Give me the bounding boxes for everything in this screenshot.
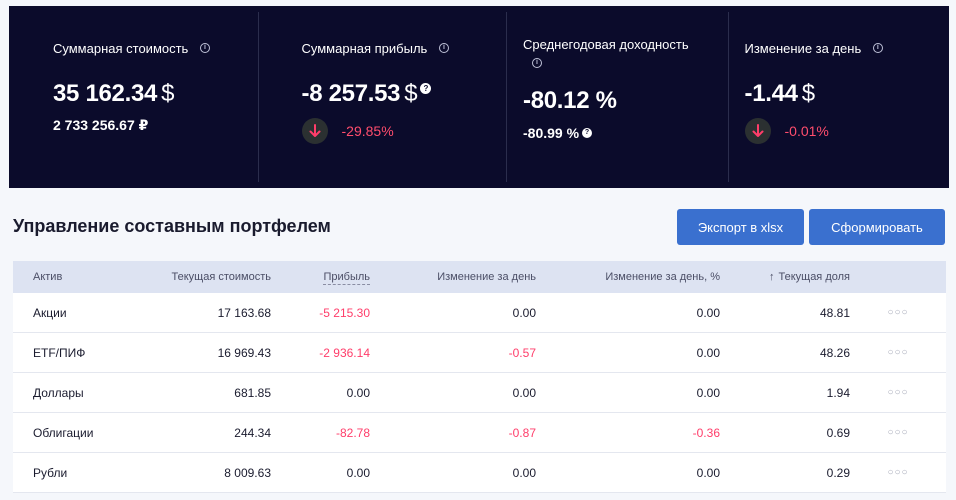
cell-value: 244.34	[234, 425, 271, 440]
cell-asset: Акции	[33, 305, 67, 320]
more-icon[interactable]: ○○○	[887, 467, 909, 478]
cell-day-change-pct: 0.00	[696, 305, 720, 320]
annual-yield-value: -80.12 %	[523, 87, 617, 114]
card-title-wrap: Изменение за день i	[745, 40, 950, 58]
header-share[interactable]: ↑ Текущая доля	[720, 271, 850, 283]
day-change-pct: -0.01%	[784, 123, 829, 139]
header-asset[interactable]: Актив	[33, 271, 63, 283]
cell-profit: 0.00	[346, 465, 370, 480]
cell-value: 16 969.43	[217, 345, 271, 360]
sort-up-icon: ↑	[768, 271, 775, 283]
day-change-amount: -1.44	[744, 80, 799, 107]
cell-day-change-pct: 0.00	[696, 385, 720, 400]
header-value[interactable]: Текущая стоимость	[171, 271, 271, 283]
card-total-profit: Суммарная прибыль i -8 257.53 $? -29.85%	[257, 6, 507, 188]
cell-value: 17 163.68	[217, 305, 271, 320]
header-profit-label: Прибыль	[323, 271, 370, 285]
cell-value: 681.85	[234, 385, 271, 400]
cell-profit: -5 215.30	[319, 305, 370, 320]
header-day-change-pct[interactable]: Изменение за день, %	[605, 271, 720, 283]
table-row[interactable]: Доллары 681.85 0.00 0.00 0.00 1.94 ○○○	[13, 373, 946, 413]
table-row[interactable]: Облигации 244.34 -82.78 -0.87 -0.36 0.69…	[13, 413, 946, 453]
total-profit-change-row: -29.85%	[301, 118, 507, 144]
info-icon[interactable]: i	[199, 43, 210, 53]
card-total-value: Суммарная стоимость i 35 162.34 $ 2 733 2…	[9, 6, 258, 188]
cell-asset: Облигации	[33, 425, 94, 440]
total-profit-title: Суммарная прибыль	[301, 41, 428, 56]
cell-day-change-pct: 0.00	[696, 465, 720, 480]
day-change-amount-wrap: -1.44 $	[745, 80, 950, 108]
cell-day-change: -0.87	[508, 425, 536, 440]
total-profit-change: -29.85%	[341, 123, 394, 139]
info-icon[interactable]: i	[438, 43, 449, 53]
cell-day-change: 0.00	[512, 385, 536, 400]
table-header: Актив Текущая стоимость Прибыль Изменени…	[13, 261, 946, 293]
cell-asset: Рубли	[33, 465, 68, 480]
section-title: Управление составным портфелем	[13, 216, 331, 236]
total-value-amount: 35 162.34	[53, 80, 158, 107]
portfolio-table: Актив Текущая стоимость Прибыль Изменени…	[13, 261, 946, 493]
cell-day-change: 0.00	[512, 305, 536, 320]
cell-value: 8 009.63	[224, 465, 271, 480]
cell-day-change: 0.00	[512, 465, 536, 480]
cell-asset: Доллары	[33, 385, 84, 400]
total-value-currency: $	[161, 80, 175, 107]
arrow-down-icon	[301, 118, 328, 144]
annual-yield-sub-wrap: -80.99 %?	[523, 125, 728, 141]
build-button[interactable]: Сформировать	[809, 209, 945, 245]
cell-asset: ETF/ПИФ	[33, 345, 86, 360]
annual-yield-info-wrap: i	[523, 55, 728, 73]
more-icon[interactable]: ○○○	[887, 307, 909, 318]
day-change-currency: $	[801, 80, 815, 107]
cell-profit: 0.00	[346, 385, 370, 400]
total-value-rub: 2 733 256.67 ₽	[53, 117, 149, 133]
total-value-title: Суммарная стоимость	[53, 41, 189, 56]
cell-share: 1.94	[826, 385, 850, 400]
table-row[interactable]: ETF/ПИФ 16 969.43 -2 936.14 -0.57 0.00 4…	[13, 333, 946, 373]
help-icon[interactable]: ?	[420, 83, 432, 94]
help-icon[interactable]: ?	[582, 128, 593, 138]
export-xlsx-button[interactable]: Экспорт в xlsx	[677, 209, 804, 245]
card-title-wrap: Суммарная стоимость i	[53, 40, 258, 58]
header-day-change[interactable]: Изменение за день	[437, 271, 536, 283]
cell-share: 48.26	[819, 345, 850, 360]
cell-share: 48.81	[819, 305, 850, 320]
info-icon[interactable]: i	[872, 43, 883, 53]
arrow-down-icon	[744, 118, 771, 144]
cell-profit: -2 936.14	[319, 345, 370, 360]
day-change-title: Изменение за день	[744, 41, 862, 56]
day-change-row: -0.01%	[744, 118, 950, 144]
more-icon[interactable]: ○○○	[887, 347, 909, 358]
card-day-change: Изменение за день i -1.44 $ -0.01%	[727, 6, 950, 188]
cell-day-change-pct: 0.00	[696, 345, 720, 360]
total-profit-amount-wrap: -8 257.53 $?	[302, 80, 507, 108]
more-icon[interactable]: ○○○	[887, 387, 909, 398]
cell-profit: -82.78	[335, 425, 370, 440]
info-icon[interactable]: i	[532, 58, 542, 68]
total-profit-currency: $	[404, 80, 418, 107]
cell-share: 0.69	[826, 425, 850, 440]
annual-yield-title: Среднегодовая доходность	[523, 37, 689, 52]
more-icon[interactable]: ○○○	[887, 427, 909, 438]
table-row[interactable]: Акции 17 163.68 -5 215.30 0.00 0.00 48.8…	[13, 293, 946, 333]
total-profit-amount: -8 257.53	[301, 80, 401, 107]
cell-day-change: -0.57	[508, 345, 536, 360]
total-value-amount-wrap: 35 162.34 $	[53, 80, 258, 108]
header-profit[interactable]: Прибыль	[271, 271, 370, 285]
cell-day-change-pct: -0.36	[692, 425, 720, 440]
card-annual-yield: Среднегодовая доходность i -80.12 % -80.…	[506, 6, 728, 188]
annual-yield-sub: -80.99 %	[523, 125, 580, 141]
header-share-label: Текущая доля	[778, 271, 850, 283]
table-row[interactable]: Рубли 8 009.63 0.00 0.00 0.00 0.29 ○○○	[13, 453, 946, 493]
card-title-wrap: Суммарная прибыль i	[302, 40, 507, 58]
cell-share: 0.29	[826, 465, 850, 480]
summary-panel: Суммарная стоимость i 35 162.34 $ 2 733 2…	[9, 6, 949, 188]
